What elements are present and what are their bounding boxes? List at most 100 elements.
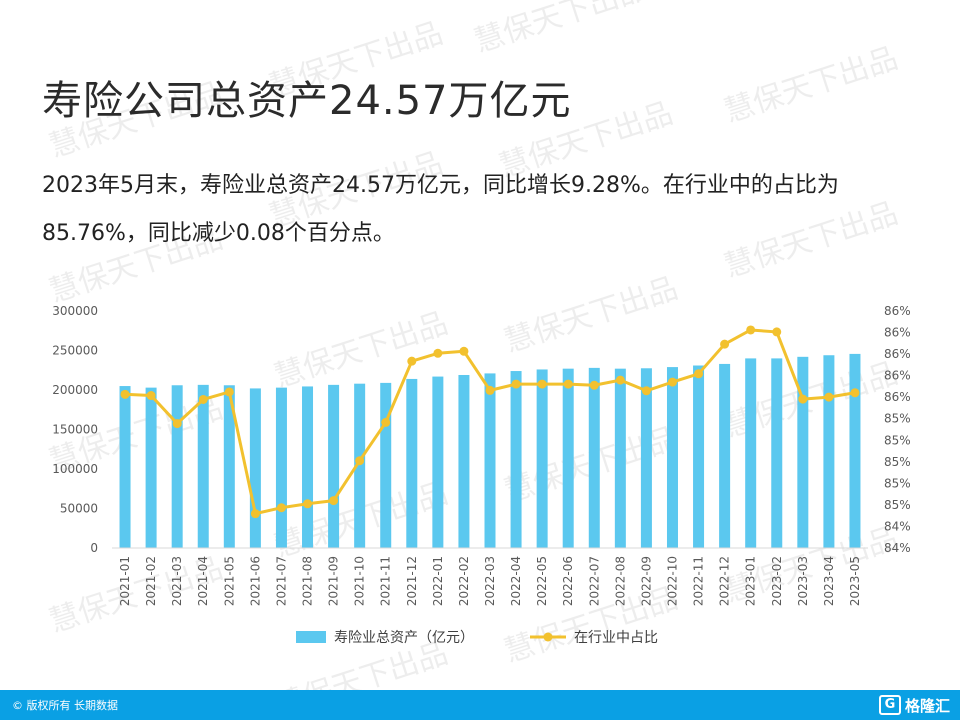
x-tick-label: 2021-12 [405, 556, 419, 606]
share-point [746, 325, 756, 335]
bar [640, 368, 652, 548]
combo-chart: 0 50000 100000 150000 200000 250000 300000 84%… [52, 304, 911, 646]
bar [745, 358, 757, 548]
bar [171, 385, 183, 548]
right-y-axis: 84% 84% 85% 85% 85% 85% 85% 86% 86% 86% 86% 86% [884, 304, 911, 555]
x-tick-label: 2022-05 [535, 556, 549, 606]
footer-bar: © 版权所有 长期数据 G 格隆汇 [0, 690, 960, 720]
share-point [720, 339, 730, 349]
bar [536, 369, 548, 548]
x-tick-label: 2022-08 [613, 556, 627, 606]
share-point [667, 377, 677, 387]
x-tick-label: 2022-11 [692, 556, 706, 606]
x-tick-label: 2021-07 [274, 556, 288, 606]
bar [275, 387, 287, 548]
x-tick-label: 2021-06 [248, 556, 262, 606]
watermark-text: 慧保天下出品 [720, 40, 903, 130]
x-tick-label: 2023-04 [822, 556, 836, 606]
share-point [407, 356, 417, 366]
x-tick-label: 2021-08 [301, 556, 315, 606]
watermark-text: 慧保天下出品 [470, 0, 653, 60]
brand-name: 格隆汇 [904, 696, 950, 715]
chart-legend: 寿险业总资产（亿元） 在行业中占比 [296, 629, 658, 646]
bar [823, 355, 835, 548]
x-tick-label: 2022-03 [483, 556, 497, 606]
right-tick-label: 86% [884, 326, 911, 340]
bar [328, 384, 340, 548]
right-tick-label: 85% [884, 476, 911, 490]
right-tick-label: 85% [884, 433, 911, 447]
bar [849, 353, 861, 548]
x-tick-label: 2021-11 [379, 556, 393, 606]
bar [771, 358, 783, 548]
left-tick-label: 300000 [52, 304, 98, 318]
share-point [850, 388, 860, 398]
left-tick-label: 250000 [52, 344, 98, 358]
bar [145, 387, 157, 548]
share-point [381, 417, 391, 427]
x-tick-label: 2022-07 [587, 556, 601, 606]
legend-line-label: 在行业中占比 [574, 630, 658, 646]
right-tick-label: 84% [884, 519, 911, 533]
share-point [459, 346, 469, 356]
right-tick-label: 85% [884, 412, 911, 426]
x-tick-label: 2021-10 [353, 556, 367, 606]
share-point [824, 392, 834, 402]
share-point [355, 456, 365, 466]
x-tick-label: 2022-09 [639, 556, 653, 606]
bar [666, 367, 678, 548]
share-point [485, 385, 495, 395]
left-tick-label: 50000 [60, 502, 98, 516]
page-title: 寿险公司总资产24.57万亿元 [42, 78, 572, 124]
share-point [250, 509, 260, 519]
bar [432, 376, 444, 548]
share-point [198, 394, 208, 404]
right-tick-label: 85% [884, 498, 911, 512]
share-point [563, 379, 573, 389]
share-point [433, 348, 443, 358]
x-tick-label: 2021-05 [222, 556, 236, 606]
x-tick-label: 2021-03 [170, 556, 184, 606]
right-tick-label: 85% [884, 455, 911, 469]
bar [614, 368, 626, 548]
right-tick-label: 84% [884, 541, 911, 555]
share-point [303, 499, 313, 509]
legend-line-marker [543, 632, 553, 642]
bar [302, 386, 314, 548]
share-point [511, 379, 521, 389]
legend-bar-label: 寿险业总资产（亿元） [334, 629, 474, 646]
x-tick-label: 2021-02 [144, 556, 158, 606]
x-tick-label: 2022-01 [431, 556, 445, 606]
bar [380, 382, 392, 548]
share-point [589, 380, 599, 390]
x-tick-label: 2023-01 [744, 556, 758, 606]
line-series [120, 325, 860, 519]
left-tick-label: 100000 [52, 462, 98, 476]
left-tick-label: 200000 [52, 383, 98, 397]
bar [693, 365, 705, 548]
share-point [146, 391, 156, 401]
copyright-text: © 版权所有 长期数据 [12, 699, 118, 712]
page-subtitle: 2023年5月末，寿险业总资产24.57万亿元，同比增长9.28%。在行业中的占… [42, 173, 839, 246]
right-tick-label: 86% [884, 304, 911, 318]
bar [406, 378, 418, 548]
share-point [694, 369, 704, 379]
bar [249, 388, 261, 548]
x-tick-label: 2022-12 [718, 556, 732, 606]
share-point [329, 496, 339, 506]
x-tick-label: 2021-01 [118, 556, 132, 606]
share-point [172, 419, 182, 429]
right-tick-label: 86% [884, 347, 911, 361]
x-tick-label: 2023-05 [848, 556, 862, 606]
bar [562, 368, 574, 548]
share-point [615, 375, 625, 385]
bar [797, 356, 809, 548]
bar [719, 363, 731, 548]
bar [354, 383, 366, 548]
brand-logo-icon: G [878, 695, 901, 715]
x-tick-label: 2021-04 [196, 556, 210, 606]
x-tick-label: 2023-02 [770, 556, 784, 606]
bar [223, 385, 235, 548]
bar [119, 386, 131, 548]
left-tick-label: 150000 [52, 423, 98, 437]
